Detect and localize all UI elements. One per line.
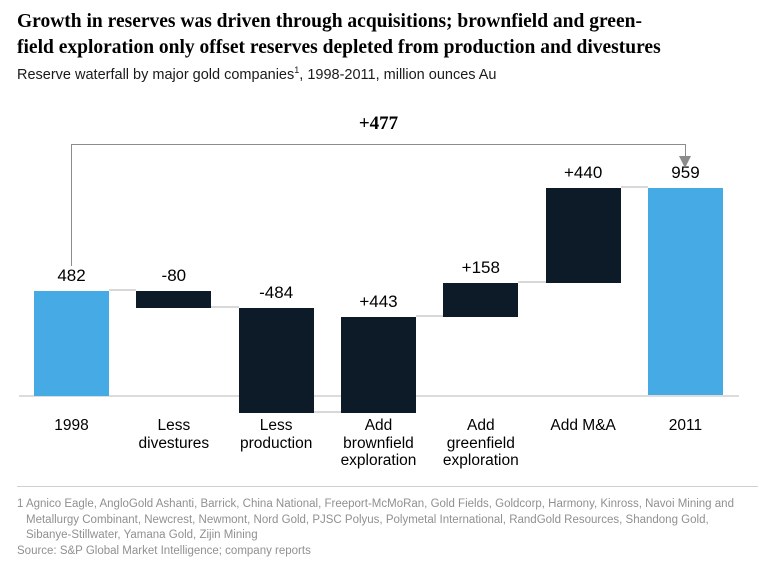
chart-subtitle-suffix: , 1998-2011, million ounces Au <box>299 66 497 83</box>
x-label-line: Less <box>157 417 191 434</box>
bar-less-production <box>238 308 314 414</box>
value-label-1998: 482 <box>57 266 86 285</box>
x-label-add-brownfield-exploration: Add brownfield exploration <box>323 417 433 470</box>
step-connector <box>620 185 648 188</box>
bracket-arrow-icon <box>678 156 691 168</box>
x-label-line: 1998 <box>54 417 89 434</box>
bar-1998 <box>34 291 109 396</box>
step-connector <box>518 280 546 283</box>
x-label-line: greenfield <box>446 434 515 452</box>
step-connector <box>211 306 239 309</box>
page-title: Growth in reserves was driven through ac… <box>17 9 661 61</box>
x-label-line: production <box>239 434 313 452</box>
footnote-divider <box>17 486 758 487</box>
bracket-right-line <box>684 143 687 157</box>
page-title-line1: Growth in reserves was driven through ac… <box>17 11 642 32</box>
x-label-line: brownfield <box>343 434 414 452</box>
x-label-line: Add <box>364 417 393 434</box>
bar-less-divestures <box>136 291 212 309</box>
footnote-line: Sibanye-Stillwater, Yamana Gold, Zijin M… <box>26 529 258 541</box>
step-connector <box>415 315 444 318</box>
chart-subtitle: Reserve waterfall by major gold companie… <box>17 65 497 83</box>
value-label-add-brownfield-exploration: +443 <box>359 292 398 312</box>
footnote-line: 1 Agnico Eagle, AngloGold Ashanti, Barri… <box>17 498 734 510</box>
value-label-less-divestures: -80 <box>161 266 187 285</box>
footnote-line: Metallurgy Combinant, Newcrest, Newmont,… <box>26 513 709 526</box>
bracket-top-line <box>71 143 686 145</box>
bracket-left-line <box>71 143 73 266</box>
step-connector <box>109 289 137 291</box>
x-label-line: divestures <box>138 434 210 452</box>
x-label-line: 2011 <box>668 417 703 434</box>
x-label-add-greenfield-exploration: Add greenfield exploration <box>426 417 536 470</box>
x-label-line: exploration <box>340 452 417 469</box>
page-title-line2: field exploration only offset reserves d… <box>17 37 661 58</box>
bar-2011 <box>647 187 723 396</box>
bar-add-brownfield-exploration <box>340 317 416 414</box>
step-connector <box>313 411 341 414</box>
value-label-2011: 959 <box>671 162 700 182</box>
x-label-line: exploration <box>442 452 519 469</box>
bar-add-greenfield-exploration <box>443 282 519 318</box>
x-label-line: Less <box>259 417 293 434</box>
footnote-reference-mark: 1 <box>294 65 300 75</box>
bar-add-m-a <box>545 187 621 283</box>
footnote-companies: 1 Agnico Eagle, AngloGold Ashanti, Barri… <box>17 497 767 544</box>
value-label-add-greenfield-exploration: +158 <box>461 257 500 277</box>
value-label-less-production: -484 <box>259 283 294 303</box>
bracket-total-label: +477 <box>358 113 399 134</box>
footnote-source: Source: S&P Global Market Intelligence; … <box>17 544 311 557</box>
footnote: 1 Agnico Eagle, AngloGold Ashanti, Barri… <box>17 497 767 559</box>
x-label-1998: 1998 <box>17 417 127 435</box>
x-label-2011: 2011 <box>630 417 740 435</box>
x-label-less-divestures: Less divestures <box>119 417 229 452</box>
chart-subtitle-text: Reserve waterfall by major gold companie… <box>17 66 295 83</box>
x-label-line: Add M&A <box>550 417 616 434</box>
x-label-add-m-a: Add M&A <box>528 417 638 435</box>
x-label-less-production: Less production <box>221 417 331 452</box>
value-label-add-m-a: +440 <box>563 162 603 182</box>
x-label-line: Add <box>467 417 495 434</box>
